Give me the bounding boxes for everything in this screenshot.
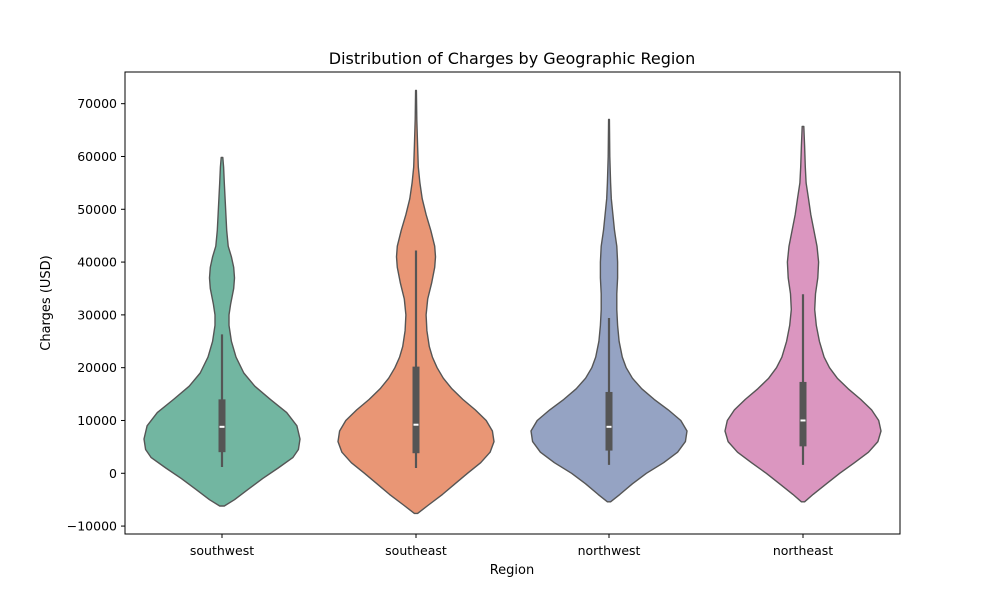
violin-body [143, 156, 301, 507]
violin-median [413, 423, 419, 426]
violin-iqr-box [605, 391, 613, 451]
x-axis-label: Region [490, 563, 535, 578]
y-axis: −10000 0 10000 20000 30000 40000 50000 60000 700… [67, 96, 125, 534]
x-tick-label-northeast: northeast [773, 543, 833, 558]
violin-southeast [337, 89, 495, 515]
y-tick-label: 30000 [77, 307, 117, 322]
x-tick-label-northwest: northwest [578, 543, 641, 558]
y-tick-label: 40000 [77, 255, 117, 270]
x-axis: southwest southeast northwest northeast [190, 534, 833, 558]
violin-iqr-box [218, 399, 226, 453]
y-tick-label: 10000 [77, 413, 117, 428]
y-tick-label: −10000 [67, 519, 117, 534]
y-tick-label: 20000 [77, 360, 117, 375]
plot-frame [124, 71, 901, 535]
violin-iqr-box [412, 366, 420, 454]
y-tick-label: 60000 [77, 149, 117, 164]
violin-northeast [724, 125, 882, 503]
violin-southwest [143, 156, 301, 507]
x-tick-label-southwest: southwest [190, 543, 254, 558]
chart-title: Distribution of Charges by Geographic Re… [329, 49, 695, 68]
violin-median [606, 425, 612, 428]
violin-northwest [530, 118, 688, 503]
violin-body [530, 118, 688, 503]
y-tick-label: 50000 [77, 202, 117, 217]
violin-median [800, 419, 806, 422]
violin-layer [143, 89, 882, 515]
violin-iqr-box [799, 381, 807, 447]
violin-median [219, 425, 225, 428]
y-tick-label: 0 [109, 466, 117, 481]
y-axis-label: Charges (USD) [39, 255, 54, 350]
x-tick-label-southeast: southeast [385, 543, 447, 558]
y-tick-label: 70000 [77, 96, 117, 111]
